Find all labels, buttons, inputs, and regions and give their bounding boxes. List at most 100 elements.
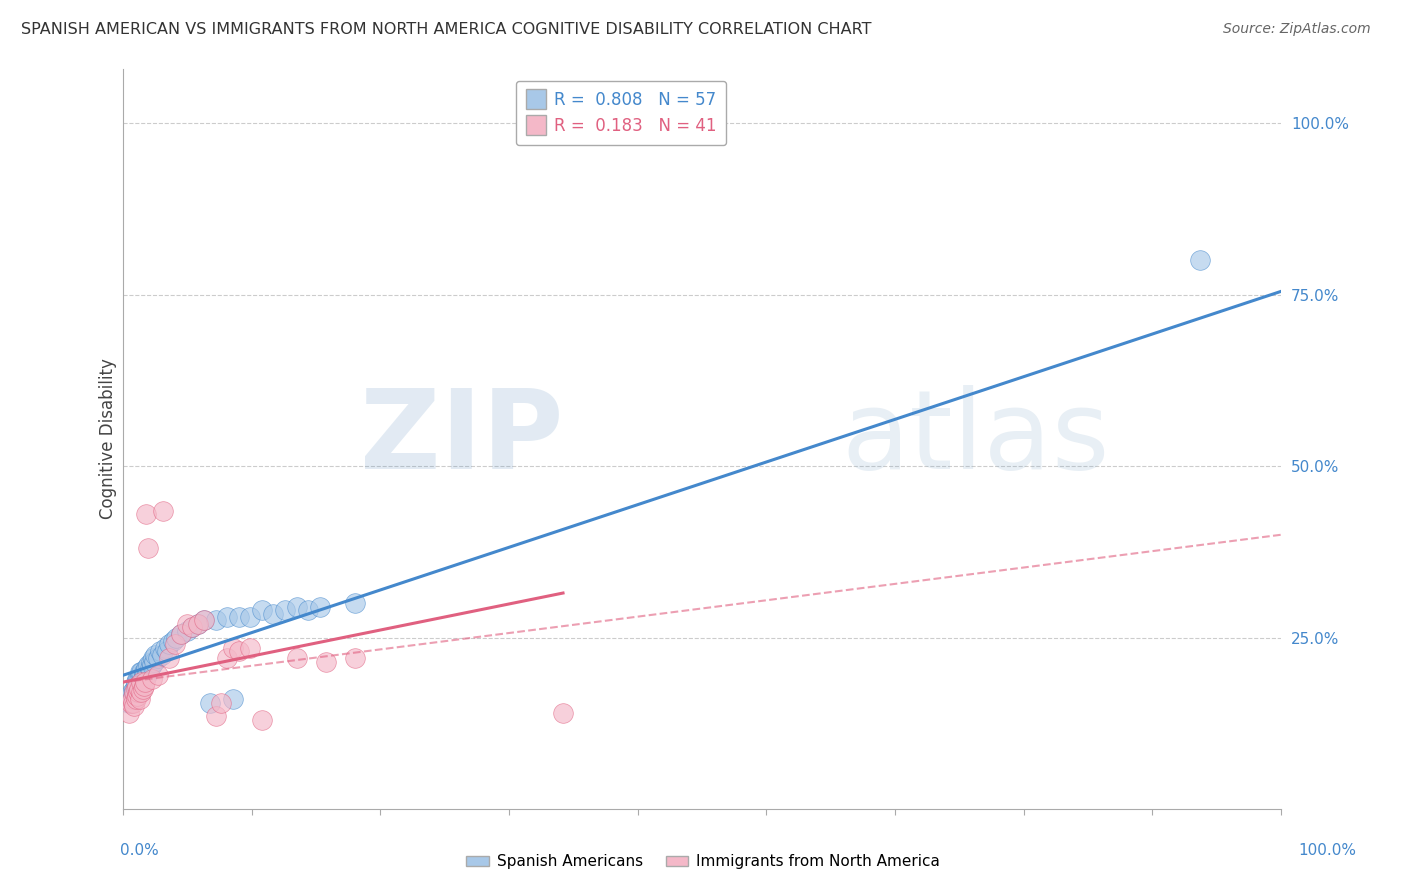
Text: Source: ZipAtlas.com: Source: ZipAtlas.com: [1223, 22, 1371, 37]
Point: [217, 610, 239, 624]
Point: [149, 644, 172, 658]
Point: [122, 692, 145, 706]
Point: [285, 651, 308, 665]
Point: [125, 689, 148, 703]
Point: [204, 614, 226, 628]
Text: 100.0%: 100.0%: [1299, 843, 1357, 858]
Legend: R =  0.808   N = 57, R =  0.183   N = 41: R = 0.808 N = 57, R = 0.183 N = 41: [516, 80, 727, 145]
Point: [157, 651, 180, 665]
Point: [129, 665, 152, 679]
Point: [165, 631, 187, 645]
Point: [141, 672, 163, 686]
Point: [187, 616, 209, 631]
Point: [124, 681, 146, 696]
Point: [222, 640, 245, 655]
Point: [132, 665, 155, 679]
Text: 0.0%: 0.0%: [120, 843, 159, 858]
Point: [146, 668, 169, 682]
Point: [551, 706, 574, 720]
Point: [193, 614, 215, 628]
Point: [170, 627, 193, 641]
Point: [138, 541, 160, 556]
Point: [153, 640, 176, 655]
Text: SPANISH AMERICAN VS IMMIGRANTS FROM NORTH AMERICA COGNITIVE DISABILITY CORRELATI: SPANISH AMERICAN VS IMMIGRANTS FROM NORT…: [21, 22, 872, 37]
Point: [124, 699, 146, 714]
Point: [150, 648, 173, 662]
Point: [146, 651, 169, 665]
Point: [138, 658, 160, 673]
Point: [141, 658, 163, 673]
Point: [124, 692, 146, 706]
Point: [142, 651, 165, 665]
Point: [120, 696, 142, 710]
Point: [136, 668, 159, 682]
Point: [239, 640, 262, 655]
Point: [308, 599, 330, 614]
Point: [204, 709, 226, 723]
Point: [132, 668, 155, 682]
Point: [156, 644, 179, 658]
Y-axis label: Cognitive Disability: Cognitive Disability: [100, 359, 117, 519]
Point: [285, 599, 308, 614]
Point: [315, 655, 337, 669]
Point: [124, 675, 146, 690]
Point: [176, 624, 198, 638]
Point: [209, 696, 232, 710]
Point: [118, 696, 141, 710]
Point: [239, 610, 262, 624]
Point: [176, 616, 198, 631]
Point: [181, 620, 204, 634]
Point: [143, 648, 166, 662]
Point: [343, 596, 366, 610]
Point: [135, 507, 157, 521]
Point: [128, 681, 150, 696]
Point: [127, 675, 149, 690]
Point: [131, 675, 153, 690]
Point: [343, 651, 366, 665]
Point: [127, 672, 149, 686]
Point: [125, 679, 148, 693]
Point: [134, 675, 156, 690]
Point: [127, 685, 149, 699]
Point: [125, 672, 148, 686]
Point: [187, 616, 209, 631]
Text: ZIP: ZIP: [360, 385, 562, 492]
Point: [129, 668, 152, 682]
Point: [143, 655, 166, 669]
Point: [121, 692, 143, 706]
Point: [125, 681, 148, 696]
Point: [131, 665, 153, 679]
Point: [124, 681, 146, 696]
Point: [131, 675, 153, 690]
Point: [274, 603, 297, 617]
Point: [131, 672, 153, 686]
Point: [118, 706, 141, 720]
Point: [152, 504, 174, 518]
Point: [163, 637, 186, 651]
Point: [217, 651, 239, 665]
Legend: Spanish Americans, Immigrants from North America: Spanish Americans, Immigrants from North…: [460, 848, 946, 875]
Point: [120, 689, 142, 703]
Point: [128, 679, 150, 693]
Point: [135, 661, 157, 675]
Point: [138, 661, 160, 675]
Point: [121, 685, 143, 699]
Point: [250, 713, 273, 727]
Point: [139, 655, 162, 669]
Point: [124, 685, 146, 699]
Point: [170, 627, 193, 641]
Text: atlas: atlas: [841, 385, 1109, 492]
Point: [193, 614, 215, 628]
Point: [124, 685, 146, 699]
Point: [228, 644, 250, 658]
Point: [162, 634, 184, 648]
Point: [122, 696, 145, 710]
Point: [132, 679, 155, 693]
Point: [131, 681, 153, 696]
Point: [157, 637, 180, 651]
Point: [129, 692, 152, 706]
Point: [297, 603, 319, 617]
Point: [134, 665, 156, 679]
Point: [181, 620, 204, 634]
Point: [124, 679, 146, 693]
